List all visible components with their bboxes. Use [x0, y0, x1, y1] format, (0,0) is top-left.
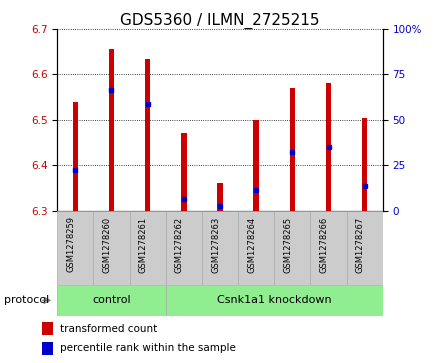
Bar [145, 58, 150, 211]
Bar [253, 120, 259, 211]
Bar [181, 133, 187, 211]
FancyBboxPatch shape [311, 211, 347, 285]
Text: protocol: protocol [4, 295, 50, 305]
Text: GSM1278266: GSM1278266 [319, 216, 329, 273]
Text: percentile rank within the sample: percentile rank within the sample [59, 343, 235, 354]
Bar [109, 49, 114, 211]
Text: GSM1278265: GSM1278265 [283, 216, 292, 273]
FancyBboxPatch shape [93, 211, 129, 285]
FancyBboxPatch shape [57, 285, 166, 316]
FancyBboxPatch shape [347, 211, 383, 285]
Bar [362, 118, 367, 211]
Text: Csnk1a1 knockdown: Csnk1a1 knockdown [217, 295, 332, 305]
FancyBboxPatch shape [57, 211, 93, 285]
Title: GDS5360 / ILMN_2725215: GDS5360 / ILMN_2725215 [120, 13, 320, 29]
Text: GSM1278267: GSM1278267 [356, 216, 365, 273]
FancyBboxPatch shape [274, 211, 311, 285]
Text: GSM1278263: GSM1278263 [211, 216, 220, 273]
FancyBboxPatch shape [202, 211, 238, 285]
FancyBboxPatch shape [166, 285, 383, 316]
FancyBboxPatch shape [238, 211, 274, 285]
Text: control: control [92, 295, 131, 305]
Bar [290, 88, 295, 211]
Text: GSM1278259: GSM1278259 [66, 216, 75, 273]
Bar [42, 322, 53, 335]
Bar [326, 83, 331, 211]
Text: GSM1278260: GSM1278260 [103, 216, 111, 273]
Text: transformed count: transformed count [59, 324, 157, 334]
Text: GSM1278264: GSM1278264 [247, 216, 256, 273]
Bar [42, 342, 53, 355]
Bar [73, 102, 78, 211]
FancyBboxPatch shape [129, 211, 166, 285]
Text: GSM1278262: GSM1278262 [175, 216, 184, 273]
Text: GSM1278261: GSM1278261 [139, 216, 148, 273]
FancyBboxPatch shape [166, 211, 202, 285]
Bar [217, 183, 223, 211]
